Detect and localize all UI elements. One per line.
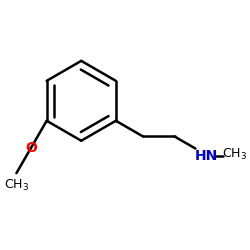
Text: CH$_3$: CH$_3$ — [222, 147, 248, 162]
Text: O: O — [25, 141, 37, 155]
Text: CH$_3$: CH$_3$ — [4, 178, 29, 193]
Text: HN: HN — [195, 149, 218, 163]
